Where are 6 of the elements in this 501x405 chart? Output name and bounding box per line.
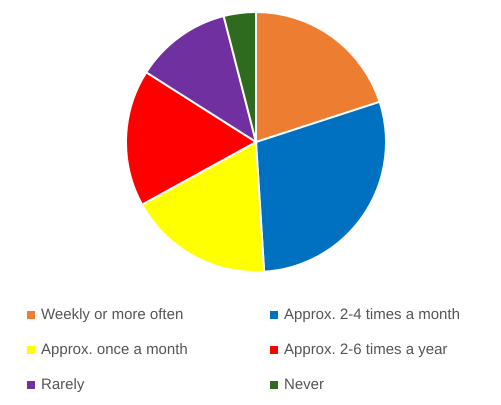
legend-label: Never — [284, 376, 324, 393]
legend-label: Approx. 2-6 times a year — [284, 341, 448, 358]
legend-label: Approx. once a month — [41, 341, 188, 358]
legend-label: Weekly or more often — [41, 306, 184, 323]
legend-label: Rarely — [41, 376, 84, 393]
legend-label: Approx. 2-4 times a month — [284, 306, 460, 323]
